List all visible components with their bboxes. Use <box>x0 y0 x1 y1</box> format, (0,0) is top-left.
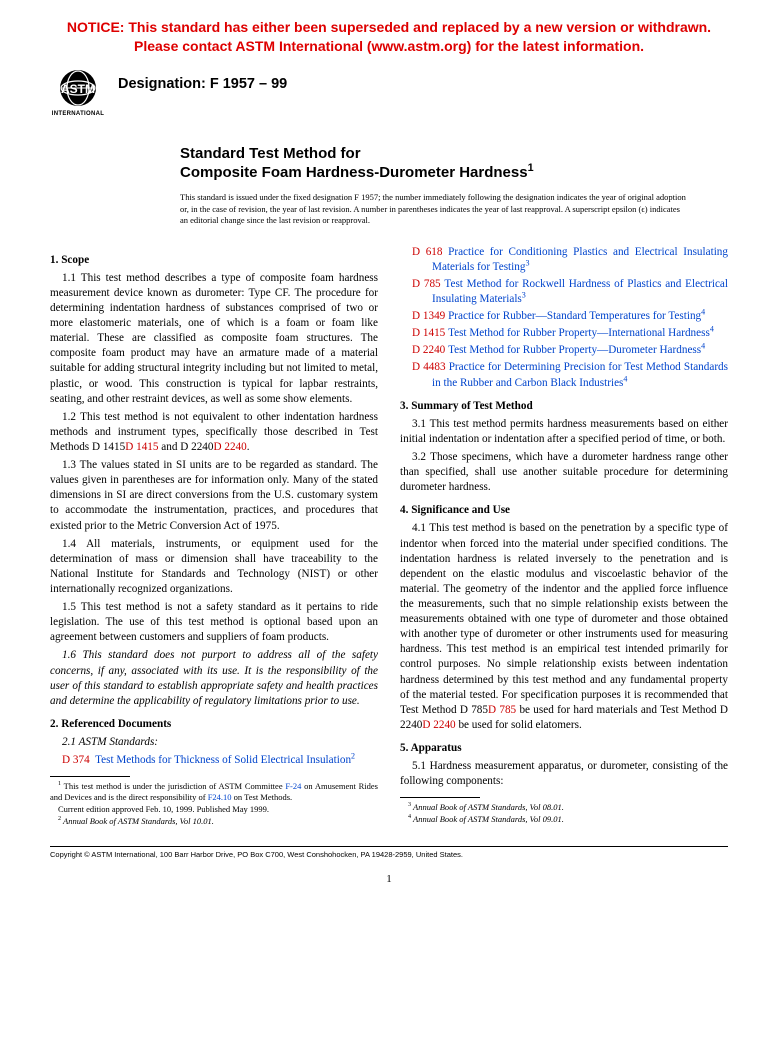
column-right: D 618 Practice for Conditioning Plastics… <box>400 245 728 829</box>
para-4-1-end: be used for solid elatomers. <box>456 719 582 731</box>
footnote-3: 3 Annual Book of ASTM Standards, Vol 08.… <box>400 802 728 813</box>
ref-item[interactable]: D 618 Practice for Conditioning Plastics… <box>400 245 728 275</box>
ref-item[interactable]: D 4483 Practice for Determining Precisio… <box>400 360 728 390</box>
para-3-2: 3.2 Those specimens, which have a durome… <box>400 450 728 495</box>
ref-item[interactable]: D 374 Test Methods for Thickness of Soli… <box>50 753 378 768</box>
footnote-2: 2 Annual Book of ASTM Standards, Vol 10.… <box>50 816 378 827</box>
title-sup: 1 <box>528 162 534 174</box>
para-1-2: 1.2 This test method is not equivalent t… <box>50 410 378 455</box>
para-1-5: 1.5 This test method is not a safety sta… <box>50 600 378 645</box>
ref-sup: 4 <box>623 374 627 383</box>
fn4-text: Annual Book of ASTM Standards, Vol 09.01… <box>411 814 564 824</box>
ref-title: Test Method for Rubber Property—Internat… <box>448 327 710 339</box>
footnote-1d: Current edition approved Feb. 10, 1999. … <box>50 804 378 815</box>
link-f2410[interactable]: F24.10 <box>208 792 232 802</box>
fn3-text: Annual Book of ASTM Standards, Vol 08.01… <box>411 802 564 812</box>
para-1-1: 1.1 This test method describes a type of… <box>50 271 378 407</box>
ref-code: D 2240 <box>412 344 445 356</box>
column-left: 1. Scope 1.1 This test method describes … <box>50 245 378 829</box>
link-f24[interactable]: F-24 <box>285 781 301 791</box>
title-block: Standard Test Method for Composite Foam … <box>180 145 728 183</box>
para-4-1-a: 4.1 This test method is based on the pen… <box>400 522 728 715</box>
title-main-text: Composite Foam Hardness-Durometer Hardne… <box>180 164 528 181</box>
para-1-6: 1.6 This standard does not purport to ad… <box>50 648 378 708</box>
astm-logo-icon: ASTM <box>50 68 106 110</box>
footnote-rule <box>50 776 130 777</box>
ref-title: Practice for Rubber—Standard Temperature… <box>448 310 701 322</box>
ref-code: D 1415 <box>412 327 445 339</box>
ref-code: D 1349 <box>412 310 445 322</box>
link-d1415[interactable]: D 1415 <box>125 441 158 453</box>
ref-item[interactable]: D 1415 Test Method for Rubber Property—I… <box>400 326 728 341</box>
ref-title: Practice for Conditioning Plastics and E… <box>432 246 728 273</box>
summary-head: 3. Summary of Test Method <box>400 399 728 414</box>
designation-label: Designation: F 1957 – 99 <box>118 76 287 92</box>
ref-code: D 4483 <box>412 361 446 373</box>
footnotes-left: 1 This test method is under the jurisdic… <box>50 781 378 827</box>
ref-title: Test Method for Rubber Property—Duromete… <box>448 344 701 356</box>
para-1-2-end: . <box>247 441 250 453</box>
ref-item[interactable]: D 2240 Test Method for Rubber Property—D… <box>400 343 728 358</box>
link-d2240[interactable]: D 2240 <box>213 441 246 453</box>
para-4-1: 4.1 This test method is based on the pen… <box>400 521 728 733</box>
ref-code: D 374 <box>62 754 90 766</box>
ref-sup: 4 <box>701 307 705 316</box>
refdocs-head: 2. Referenced Documents <box>50 717 378 732</box>
para-3-1: 3.1 This test method permits hardness me… <box>400 417 728 447</box>
header-row: ASTM INTERNATIONAL Designation: F 1957 –… <box>50 68 728 117</box>
fn2-text: Annual Book of ASTM Standards, Vol 10.01… <box>61 816 214 826</box>
footnote-1: 1 This test method is under the jurisdic… <box>50 781 378 803</box>
ref-item[interactable]: D 1349 Practice for Rubber—Standard Temp… <box>400 309 728 324</box>
title-main: Composite Foam Hardness-Durometer Hardne… <box>180 164 728 183</box>
astm-logo: ASTM INTERNATIONAL <box>50 68 106 117</box>
para-5-1: 5.1 Hardness measurement apparatus, or d… <box>400 759 728 789</box>
footnotes-right: 3 Annual Book of ASTM Standards, Vol 08.… <box>400 802 728 825</box>
link-d785[interactable]: D 785 <box>488 704 516 716</box>
link-d2240b[interactable]: D 2240 <box>422 719 455 731</box>
logo-subtext: INTERNATIONAL <box>50 111 106 117</box>
ref-title: Practice for Determining Precision for T… <box>432 361 728 388</box>
ref-sup: 4 <box>710 325 714 334</box>
ref-sup: 4 <box>701 342 705 351</box>
title-lead: Standard Test Method for <box>180 145 728 164</box>
footnote-rule <box>400 797 480 798</box>
notice-banner: NOTICE: This standard has either been su… <box>50 18 728 56</box>
para-1-2-mid: and D 2240 <box>158 441 213 453</box>
document-page: NOTICE: This standard has either been su… <box>0 0 778 903</box>
ref-sup: 3 <box>525 258 529 267</box>
copyright-bar: Copyright © ASTM International, 100 Barr… <box>50 846 728 859</box>
para-1-4: 1.4 All materials, instruments, or equip… <box>50 537 378 597</box>
scope-head: 1. Scope <box>50 253 378 268</box>
ref-code: D 785 <box>412 278 441 290</box>
body-columns: 1. Scope 1.1 This test method describes … <box>50 245 728 829</box>
para-1-3: 1.3 The values stated in SI units are to… <box>50 458 378 534</box>
fn1-a: This test method is under the jurisdicti… <box>61 781 285 791</box>
issuance-note: This standard is issued under the fixed … <box>180 192 728 226</box>
ref-title: Test Method for Rockwell Hardness of Pla… <box>432 278 728 305</box>
ref-item[interactable]: D 785 Test Method for Rockwell Hardness … <box>400 277 728 307</box>
footnote-4: 4 Annual Book of ASTM Standards, Vol 09.… <box>400 814 728 825</box>
refdocs-sub: 2.1 ASTM Standards: <box>50 735 378 750</box>
significance-head: 4. Significance and Use <box>400 503 728 518</box>
apparatus-head: 5. Apparatus <box>400 741 728 756</box>
page-number: 1 <box>50 873 728 885</box>
ref-sup: 3 <box>522 290 526 299</box>
notice-line-1: NOTICE: This standard has either been su… <box>67 19 711 35</box>
fn1-c: on Test Methods. <box>232 792 293 802</box>
notice-line-2: Please contact ASTM International (www.a… <box>134 38 644 54</box>
svg-text:ASTM: ASTM <box>61 82 95 96</box>
ref-code: D 618 <box>412 246 443 258</box>
ref-sup: 2 <box>351 751 355 760</box>
ref-title: Test Methods for Thickness of Solid Elec… <box>95 754 351 766</box>
